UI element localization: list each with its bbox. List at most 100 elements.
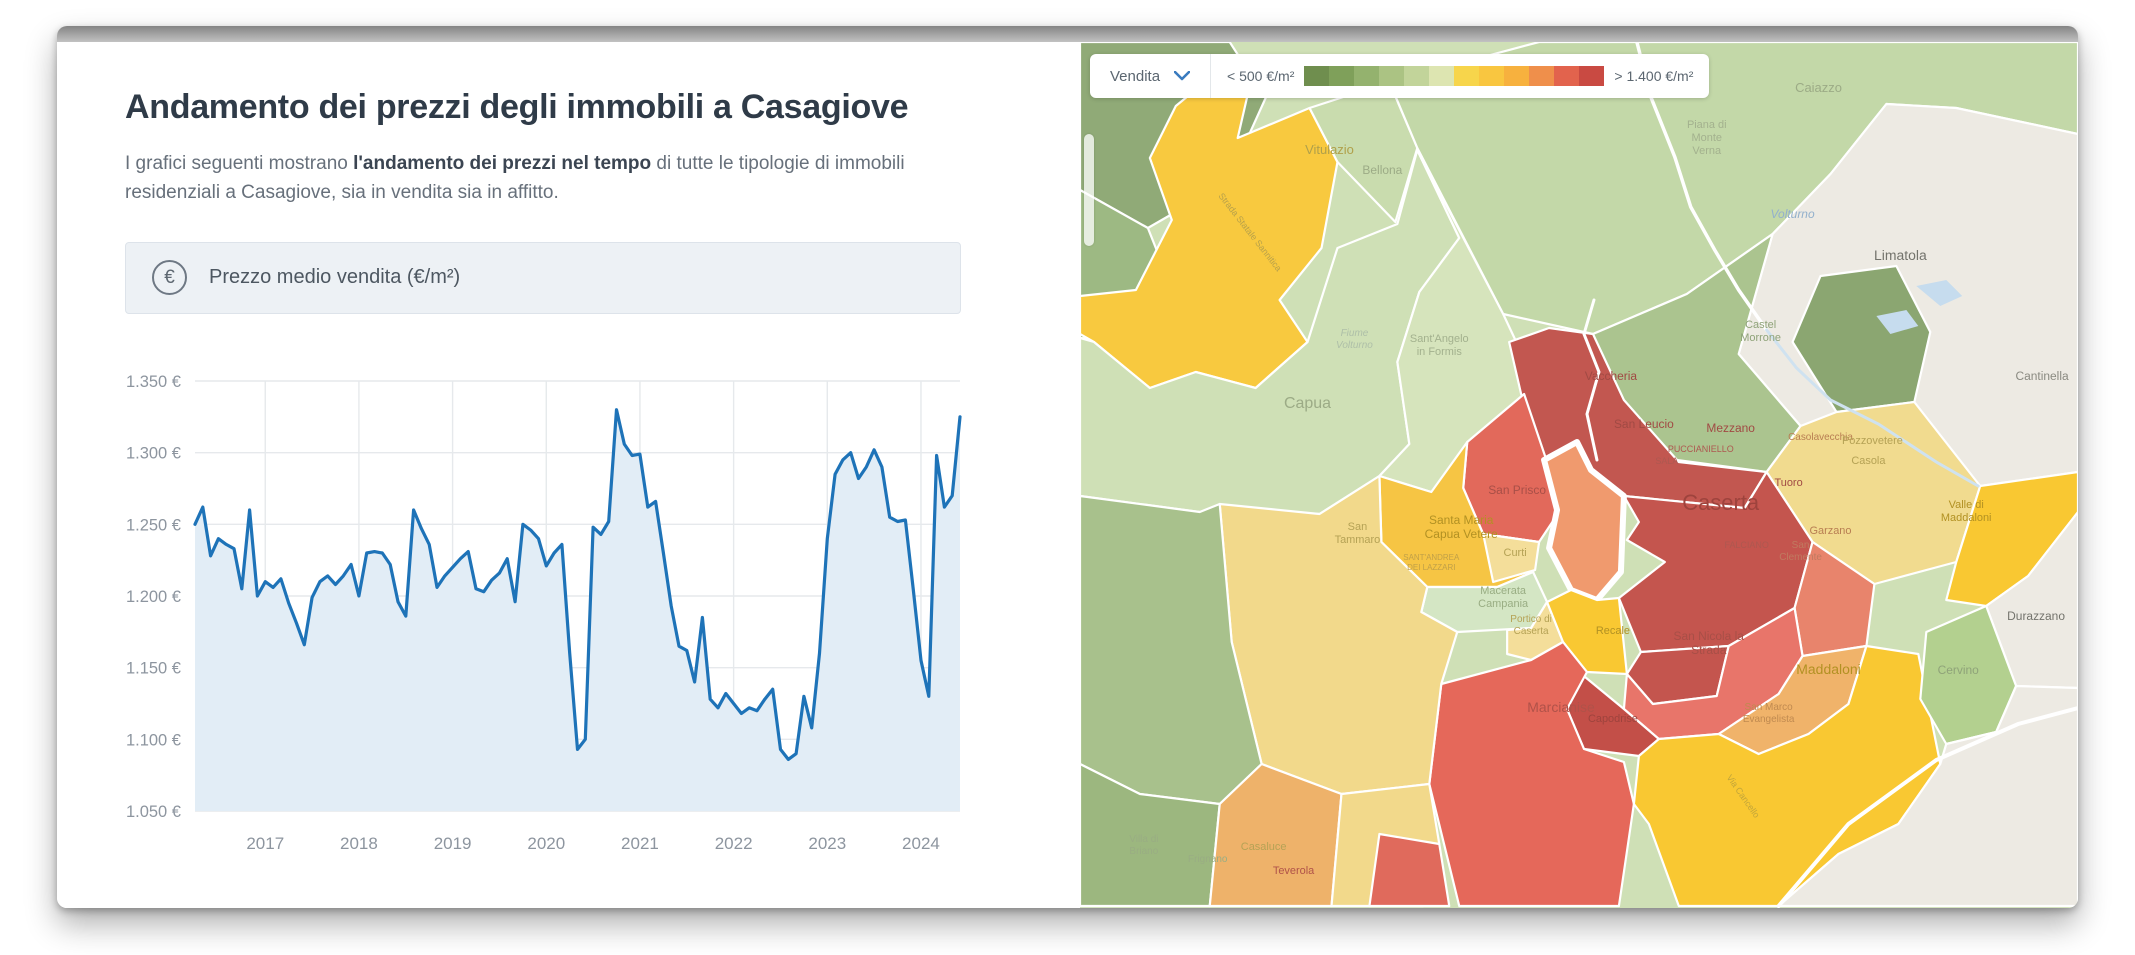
y-axis-label: 1.150 € (126, 660, 181, 678)
x-axis-label: 2019 (434, 834, 472, 853)
intro-text: I grafici seguenti mostrano l'andamento … (125, 149, 925, 208)
map-label: Piana di Monte Verna (1687, 119, 1727, 157)
map-label: PUCCIANIELLO (1668, 444, 1734, 454)
map-label: Capua (1284, 395, 1331, 412)
map-label: San Tammaro (1335, 521, 1381, 546)
price-trend-chart-svg: 1.350 € 1.300 € 1.250 € 1.200 € 1.150 € 1.100… (126, 373, 962, 853)
x-axis-label: 2024 (902, 834, 940, 853)
legend-swatch (1479, 66, 1505, 86)
map-label: Macerata Campania (1478, 585, 1529, 610)
map-label: Casaluce (1241, 841, 1287, 853)
legend-swatch (1304, 66, 1330, 86)
map-label: Villa di Briano (1129, 834, 1158, 857)
map-label: San Leucio (1614, 417, 1674, 431)
map-label: Cervino (1938, 663, 1980, 677)
map-scrollbar[interactable] (1084, 134, 1094, 246)
region-marcianise[interactable] (1428, 640, 1635, 908)
legend-swatch (1554, 66, 1580, 86)
map-label: Casolavecchia (1788, 432, 1853, 443)
screenshot-frame: Andamento dei prezzi degli immobili a Ca… (57, 26, 2078, 908)
intro-suffix: di tutte le tipologie di immobili reside… (125, 153, 905, 204)
map-label: Valle di Maddaloni (1941, 499, 1992, 524)
y-axis-label: 1.200 € (126, 588, 181, 606)
y-axis-label: 1.250 € (126, 516, 181, 534)
map-label: SALA (1655, 456, 1678, 466)
legend-swatch (1429, 66, 1455, 86)
map-label: San Prisco (1488, 483, 1546, 497)
intro-bold: l'andamento dei prezzi nel tempo (353, 153, 652, 174)
region-curti[interactable] (1482, 532, 1541, 584)
window-top-edge (57, 26, 2078, 42)
map-label: Curti (1504, 547, 1527, 559)
y-axis-label: 1.300 € (126, 445, 181, 463)
chart-card-label: Prezzo medio vendita (€/m²) (209, 266, 461, 289)
map-label: Sant'Angelo in Formis (1410, 333, 1469, 358)
price-trends-panel: Andamento dei prezzi degli immobili a Ca… (57, 42, 1080, 908)
legend-swatch (1354, 66, 1380, 86)
map-label: Castel Morrone (1740, 319, 1781, 344)
map-label: Tuoro (1774, 477, 1802, 489)
map-label: Volturno (1771, 207, 1815, 221)
map-label: SANT'ANDREA DEI LAZZARI (1403, 553, 1460, 572)
map-legend-bar: Vendita < 500 €/m² > 1.400 €/m² (1090, 54, 1710, 98)
legend-swatch (1529, 66, 1555, 86)
price-trend-chart: 1.350 € 1.300 € 1.250 € 1.200 € 1.150 € 1.100… (115, 356, 1080, 866)
map-label: Limatola (1874, 247, 1927, 263)
map-label: Casola (1851, 455, 1886, 467)
map-label: San Nicola la Strada (1674, 629, 1745, 657)
map-label: Cantinella (2015, 369, 2069, 383)
region-recale[interactable] (1545, 588, 1629, 676)
map-label: Marcianise (1527, 699, 1595, 715)
euro-circle-icon: € (152, 260, 187, 296)
region-sudest-fuori-area[interactable] (1777, 684, 2078, 908)
strada-san-leucio (1582, 298, 1601, 462)
map-label: Capodrise (1588, 713, 1638, 725)
map-label: San Clemente (1779, 540, 1822, 563)
map-label: Maddaloni (1796, 661, 1860, 677)
chart-area-fill (195, 409, 960, 811)
map-label: Recale (1596, 625, 1630, 637)
fiume-volturno-basso (1765, 328, 1980, 488)
vendita-dropdown[interactable]: Vendita (1090, 54, 1210, 98)
x-axis-label: 2017 (246, 834, 284, 853)
vendita-dropdown-label: Vendita (1110, 67, 1161, 85)
legend-max-label: > 1.400 €/m² (1614, 68, 1694, 84)
legend-swatch (1379, 66, 1405, 86)
choropleth-map-svg[interactable]: Caiazzo Piana di Monte Verna Volturno Limatol… (1080, 42, 2078, 908)
legend-swatch (1579, 66, 1605, 86)
map-label: San Marco Evangelista (1743, 702, 1795, 725)
x-axis-label: 2021 (621, 834, 659, 853)
y-axis-label: 1.050 € (126, 803, 181, 821)
legend-min-label: < 500 €/m² (1227, 68, 1295, 84)
legend-color-scale (1304, 66, 1605, 86)
legend-swatch (1454, 66, 1480, 86)
map-label: Garzano (1809, 525, 1851, 537)
content: Andamento dei prezzi degli immobili a Ca… (57, 42, 2078, 908)
price-legend: < 500 €/m² > 1.400 €/m² (1210, 54, 1709, 98)
chart-line (193, 407, 962, 761)
x-axis-label: 2018 (340, 834, 378, 853)
intro-prefix: I grafici seguenti mostrano (125, 153, 354, 174)
map-label: Bellona (1362, 163, 1402, 177)
map-label: Caiazzo (1795, 80, 1842, 95)
price-map[interactable]: Caiazzo Piana di Monte Verna Volturno Limatol… (1080, 42, 2078, 908)
map-label: Durazzano (2007, 609, 2065, 623)
chart-card-header[interactable]: € Prezzo medio vendita (€/m²) (125, 241, 961, 314)
map-label: Caserta (1682, 490, 1760, 515)
region-teverola[interactable] (1368, 832, 1451, 908)
region-casagiove[interactable] (1541, 439, 1627, 603)
map-label: Portico di Caserta (1510, 614, 1552, 637)
ansa-volturno-2 (1876, 310, 1919, 334)
map-label: Santa Maria Capua Vetere (1425, 513, 1498, 541)
map-label: Vaccheria (1585, 369, 1638, 383)
map-label: Mezzano (1706, 421, 1755, 435)
y-axis-label: 1.100 € (126, 731, 181, 749)
page-title: Andamento dei prezzi degli immobili a Ca… (125, 88, 909, 126)
chevron-down-icon (1174, 71, 1191, 81)
map-label: Frignano (1188, 854, 1228, 865)
legend-swatch (1504, 66, 1530, 86)
ansa-volturno-1 (1916, 280, 1963, 306)
x-axis-label: 2023 (808, 834, 846, 853)
map-label: FALCIANO (1724, 540, 1768, 550)
